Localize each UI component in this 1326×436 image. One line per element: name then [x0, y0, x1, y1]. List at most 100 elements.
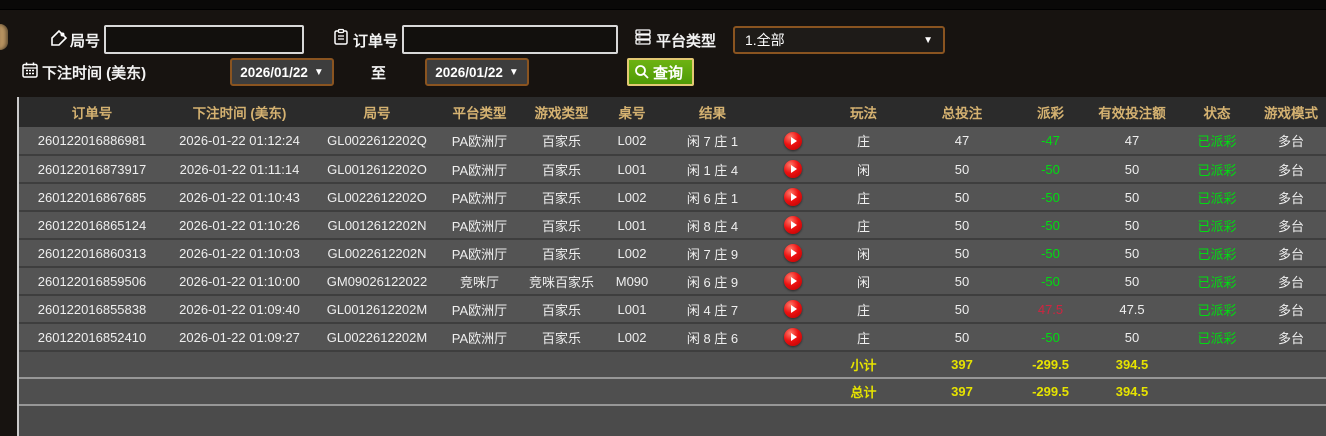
- clipboard-icon: [332, 28, 350, 46]
- cell-game: 百家乐: [519, 183, 604, 212]
- cell-round: GL0022612202N: [314, 239, 440, 268]
- round-number-input[interactable]: [104, 25, 304, 54]
- subtotal-row-spacer: [519, 351, 604, 379]
- grand-total-row-spacer: [519, 378, 604, 406]
- cell-game: 百家乐: [519, 127, 604, 156]
- cell-payout: 47.5: [1017, 295, 1084, 324]
- play-icon: [790, 193, 797, 201]
- cell-payout: -50: [1017, 239, 1084, 268]
- cell-platform: PA欧洲厅: [440, 127, 519, 156]
- cell-mode: 多台: [1254, 155, 1326, 184]
- cell-game: 百家乐: [519, 323, 604, 352]
- cell-platform: PA欧洲厅: [440, 323, 519, 352]
- cell-play_btn: [765, 239, 820, 268]
- side-panel-handle[interactable]: [0, 24, 8, 50]
- grand-total-row-payout: -299.5: [1017, 378, 1084, 406]
- cell-payout: -47: [1017, 127, 1084, 156]
- cell-total: 50: [907, 211, 1017, 240]
- cell-payout: -50: [1017, 211, 1084, 240]
- cell-total: 50: [907, 239, 1017, 268]
- cell-time: 2026-01-22 01:10:00: [165, 267, 314, 296]
- date-to-value: 2026/01/22: [435, 64, 503, 80]
- cell-order: 260122016860313: [19, 239, 165, 268]
- cell-status: 已派彩: [1180, 183, 1254, 212]
- play-video-button[interactable]: [783, 188, 802, 206]
- cell-mode: 多台: [1254, 239, 1326, 268]
- play-icon: [790, 277, 797, 285]
- play-video-button[interactable]: [783, 160, 802, 178]
- platform-type-value: 1.全部: [745, 32, 785, 48]
- cell-status: 已派彩: [1180, 323, 1254, 352]
- cell-valid: 47: [1084, 127, 1180, 156]
- subtotal-row-valid: 394.5: [1084, 351, 1180, 379]
- top-strip: [0, 0, 1326, 10]
- cell-table_no: L001: [604, 295, 660, 324]
- cell-play_btn: [765, 323, 820, 352]
- cell-result: 闲 8 庄 4: [660, 211, 765, 240]
- cell-table_no: L002: [604, 323, 660, 352]
- cell-time: 2026-01-22 01:10:43: [165, 183, 314, 212]
- play-icon: [790, 333, 797, 341]
- subtotal-row-spacer: [604, 351, 660, 379]
- cell-table_no: L002: [604, 127, 660, 156]
- play-video-button[interactable]: [783, 300, 802, 318]
- grand-total-row-label: 总计: [820, 378, 907, 406]
- play-video-button[interactable]: [783, 131, 802, 150]
- cell-status: 已派彩: [1180, 211, 1254, 240]
- cell-valid: 50: [1084, 183, 1180, 212]
- cell-order: 260122016855838: [19, 295, 165, 324]
- cell-game: 竞咪百家乐: [519, 267, 604, 296]
- cell-total: 50: [907, 183, 1017, 212]
- cell-time: 2026-01-22 01:10:03: [165, 239, 314, 268]
- subtotal-row-spacer: [660, 351, 765, 379]
- column-header-spacer: [765, 97, 820, 127]
- chevron-down-icon: ▼: [923, 34, 933, 46]
- play-video-button[interactable]: [783, 272, 802, 290]
- cell-valid: 50: [1084, 267, 1180, 296]
- cell-table_no: M090: [604, 267, 660, 296]
- cell-game: 百家乐: [519, 155, 604, 184]
- cell-round: GL0022612202O: [314, 183, 440, 212]
- cell-platform: PA欧洲厅: [440, 239, 519, 268]
- cell-round: GL0012612202O: [314, 155, 440, 184]
- play-icon: [790, 249, 797, 257]
- grand-total-row: 总计 397 -299.5 394.5: [19, 378, 1326, 406]
- cell-valid: 47.5: [1084, 295, 1180, 324]
- play-video-button[interactable]: [783, 328, 802, 346]
- cell-platform: PA欧洲厅: [440, 155, 519, 184]
- column-header-result: 结果: [660, 97, 765, 127]
- cell-game: 百家乐: [519, 211, 604, 240]
- column-header-valid: 有效投注额: [1084, 97, 1180, 127]
- cell-order: 260122016867685: [19, 183, 165, 212]
- cell-total: 47: [907, 127, 1017, 156]
- column-header-payout: 派彩: [1017, 97, 1084, 127]
- cell-status: 已派彩: [1180, 127, 1254, 156]
- play-video-button[interactable]: [783, 216, 802, 234]
- cell-round: GL0022612202Q: [314, 127, 440, 156]
- cell-order: 260122016865124: [19, 211, 165, 240]
- date-from-select[interactable]: 2026/01/22 ▼: [230, 58, 334, 86]
- play-video-button[interactable]: [783, 244, 802, 262]
- calendar-icon: [21, 61, 39, 79]
- cell-play: 庄: [820, 183, 907, 212]
- table-header-row: 订单号 下注时间 (美东) 局号 平台类型 游戏类型 桌号 结果 玩法 总投注 派彩 有效投注额 状态…: [19, 97, 1326, 127]
- cell-play_btn: [765, 127, 820, 156]
- subtotal-row-spacer: [1254, 351, 1326, 379]
- platform-type-select[interactable]: 1.全部 ▼: [733, 26, 945, 54]
- table-row: 260122016855838 2026-01-22 01:09:40 GL0012…: [19, 295, 1326, 324]
- cell-round: GM09026122022: [314, 267, 440, 296]
- column-header-time: 下注时间 (美东): [165, 97, 314, 127]
- cell-mode: 多台: [1254, 183, 1326, 212]
- cell-valid: 50: [1084, 239, 1180, 268]
- subtotal-row-label: 小计: [820, 351, 907, 379]
- search-button[interactable]: 查询: [627, 58, 695, 86]
- grand-total-row-total: 397: [907, 378, 1017, 406]
- column-header-status: 状态: [1180, 97, 1254, 127]
- grand-total-row-spacer: [604, 378, 660, 406]
- date-from-value: 2026/01/22: [240, 64, 308, 80]
- grand-total-row-spacer: [165, 378, 314, 406]
- cell-play: 庄: [820, 295, 907, 324]
- subtotal-row-spacer: [165, 351, 314, 379]
- order-number-input[interactable]: [402, 25, 618, 54]
- date-to-select[interactable]: 2026/01/22 ▼: [425, 58, 529, 86]
